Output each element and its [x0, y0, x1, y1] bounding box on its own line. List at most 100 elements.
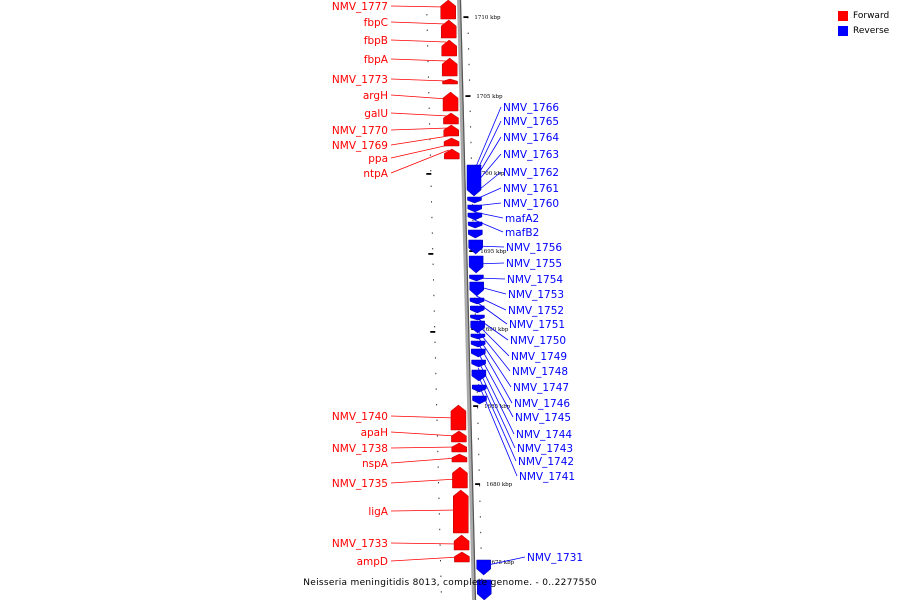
- reverse-gene-label[interactable]: NMV_1752: [508, 305, 564, 317]
- forward-gene-block[interactable]: [443, 112, 459, 125]
- reverse-gene-block[interactable]: [471, 359, 486, 368]
- genome-axis-shadow: [459, 0, 477, 601]
- reverse-gene-block[interactable]: [477, 579, 492, 601]
- reverse-gene-block[interactable]: [470, 333, 486, 340]
- reverse-gene-label[interactable]: NMV_1764: [503, 132, 559, 144]
- reverse-gene-label[interactable]: NMV_1750: [510, 335, 566, 347]
- reverse-gene-label[interactable]: mafA2: [505, 213, 539, 225]
- reverse-gene-block[interactable]: [467, 204, 482, 213]
- reverse-gene-block[interactable]: [471, 384, 487, 393]
- reverse-gene-block[interactable]: [468, 229, 483, 239]
- reverse-gene-label[interactable]: NMV_1756: [506, 242, 562, 254]
- reverse-gene-block[interactable]: [468, 239, 483, 255]
- reverse-gene-label[interactable]: NMV_1766: [503, 102, 559, 114]
- reverse-gene-block[interactable]: [467, 196, 482, 204]
- forward-gene-block[interactable]: [451, 430, 467, 443]
- reverse-gene-label[interactable]: NMV_1744: [516, 429, 572, 441]
- reverse-gene-block[interactable]: [469, 297, 485, 305]
- forward-gene-block[interactable]: [454, 551, 470, 563]
- forward-gene-block[interactable]: [440, 19, 457, 39]
- reverse-gene-label[interactable]: NMV_1746: [514, 398, 570, 410]
- forward-gene-label[interactable]: NMV_1777: [332, 1, 388, 13]
- reverse-gene-block[interactable]: [467, 221, 483, 229]
- reverse-gene-block[interactable]: [467, 212, 483, 221]
- minor-tick-left: [434, 326, 436, 328]
- forward-gene-block[interactable]: [450, 404, 467, 431]
- forward-gene-block[interactable]: [442, 91, 459, 112]
- reverse-gene-label[interactable]: NMV_1761: [503, 183, 559, 195]
- minor-tick-right: [477, 438, 479, 440]
- reverse-gene-label[interactable]: NMV_1760: [503, 198, 559, 210]
- forward-gene-label[interactable]: ampD: [357, 556, 388, 568]
- forward-gene-label[interactable]: NMV_1740: [332, 411, 388, 423]
- reverse-gene-block[interactable]: [470, 314, 485, 321]
- reverse-gene-block[interactable]: [469, 305, 485, 314]
- reverse-gene-block[interactable]: [470, 320, 485, 334]
- forward-gene-block[interactable]: [441, 39, 457, 57]
- reverse-gene-label[interactable]: NMV_1762: [503, 167, 559, 179]
- forward-gene-block[interactable]: [453, 534, 470, 551]
- forward-gene-label[interactable]: NMV_1735: [332, 478, 388, 490]
- reverse-gene-label[interactable]: NMV_1755: [506, 258, 562, 270]
- reverse-gene-label[interactable]: NMV_1747: [513, 382, 569, 394]
- reverse-gene-block[interactable]: [466, 164, 482, 197]
- reverse-gene-label[interactable]: NMV_1751: [509, 319, 565, 331]
- reverse-gene-block[interactable]: [469, 274, 484, 282]
- reverse-gene-block[interactable]: [476, 559, 491, 576]
- major-tick: [465, 95, 471, 97]
- reverse-gene-block[interactable]: [471, 369, 487, 382]
- forward-gene-label[interactable]: argH: [363, 90, 388, 102]
- forward-gene-block[interactable]: [442, 78, 458, 85]
- forward-gene-label[interactable]: NMV_1769: [332, 140, 388, 152]
- forward-gene-block[interactable]: [440, 0, 456, 20]
- forward-gene-label[interactable]: NMV_1733: [332, 538, 388, 550]
- forward-gene-label[interactable]: fbpB: [364, 35, 388, 47]
- reverse-gene-label[interactable]: NMV_1745: [515, 412, 571, 424]
- minor-tick-right: [481, 578, 483, 580]
- forward-gene-label[interactable]: ppa: [368, 153, 388, 165]
- reverse-gene-block[interactable]: [470, 340, 486, 348]
- reverse-gene-label[interactable]: NMV_1731: [527, 552, 583, 564]
- forward-gene-block[interactable]: [443, 137, 460, 147]
- reverse-gene-label[interactable]: NMV_1748: [512, 366, 568, 378]
- forward-gene-label[interactable]: nspA: [362, 458, 389, 470]
- forward-gene-label[interactable]: apaH: [361, 427, 388, 439]
- reverse-gene-block[interactable]: [471, 348, 486, 358]
- reverse-gene-label[interactable]: mafB2: [505, 227, 539, 239]
- forward-gene-label[interactable]: ligA: [368, 506, 388, 518]
- reverse-gene-block[interactable]: [472, 395, 487, 405]
- forward-gene-label[interactable]: NMV_1773: [332, 74, 388, 86]
- forward-leader-line: [390, 78, 448, 82]
- reverse-gene-block[interactable]: [468, 255, 484, 274]
- reverse-gene-label[interactable]: NMV_1749: [511, 351, 567, 363]
- reverse-gene-label[interactable]: NMV_1754: [507, 274, 563, 286]
- forward-gene-block[interactable]: [451, 453, 468, 463]
- forward-gene-label[interactable]: NMV_1738: [332, 443, 388, 455]
- forward-gene-label[interactable]: ntpA: [363, 168, 388, 180]
- reverse-gene-label[interactable]: NMV_1763: [503, 149, 559, 161]
- forward-gene-block[interactable]: [453, 489, 469, 534]
- forward-gene-label[interactable]: fbpA: [364, 54, 389, 66]
- reverse-gene-label[interactable]: NMV_1741: [519, 471, 575, 483]
- minor-tick-right: [468, 79, 470, 81]
- minor-tick-left: [430, 170, 432, 172]
- forward-swatch: [838, 11, 848, 21]
- forward-gene-label[interactable]: galU: [364, 108, 388, 120]
- reverse-gene-block[interactable]: [469, 281, 484, 297]
- reverse-gene-label[interactable]: NMV_1753: [508, 289, 564, 301]
- forward-gene-label[interactable]: NMV_1770: [332, 125, 388, 137]
- reverse-gene-label[interactable]: NMV_1743: [517, 443, 573, 455]
- forward-leader-line: [390, 21, 446, 25]
- forward-gene-block[interactable]: [444, 148, 460, 160]
- reverse-leader-line: [478, 375, 517, 462]
- reverse-gene-label[interactable]: NMV_1765: [503, 116, 559, 128]
- forward-gene-block[interactable]: [452, 466, 468, 489]
- major-tick: [475, 483, 481, 485]
- forward-gene-label[interactable]: fbpC: [364, 17, 388, 29]
- reverse-gene-label[interactable]: NMV_1742: [518, 456, 574, 468]
- legend-forward-label: Forward: [853, 11, 890, 21]
- forward-gene-block[interactable]: [441, 57, 458, 77]
- forward-gene-block[interactable]: [451, 442, 467, 453]
- legend: Forward Reverse: [838, 9, 889, 39]
- forward-gene-block[interactable]: [443, 124, 460, 137]
